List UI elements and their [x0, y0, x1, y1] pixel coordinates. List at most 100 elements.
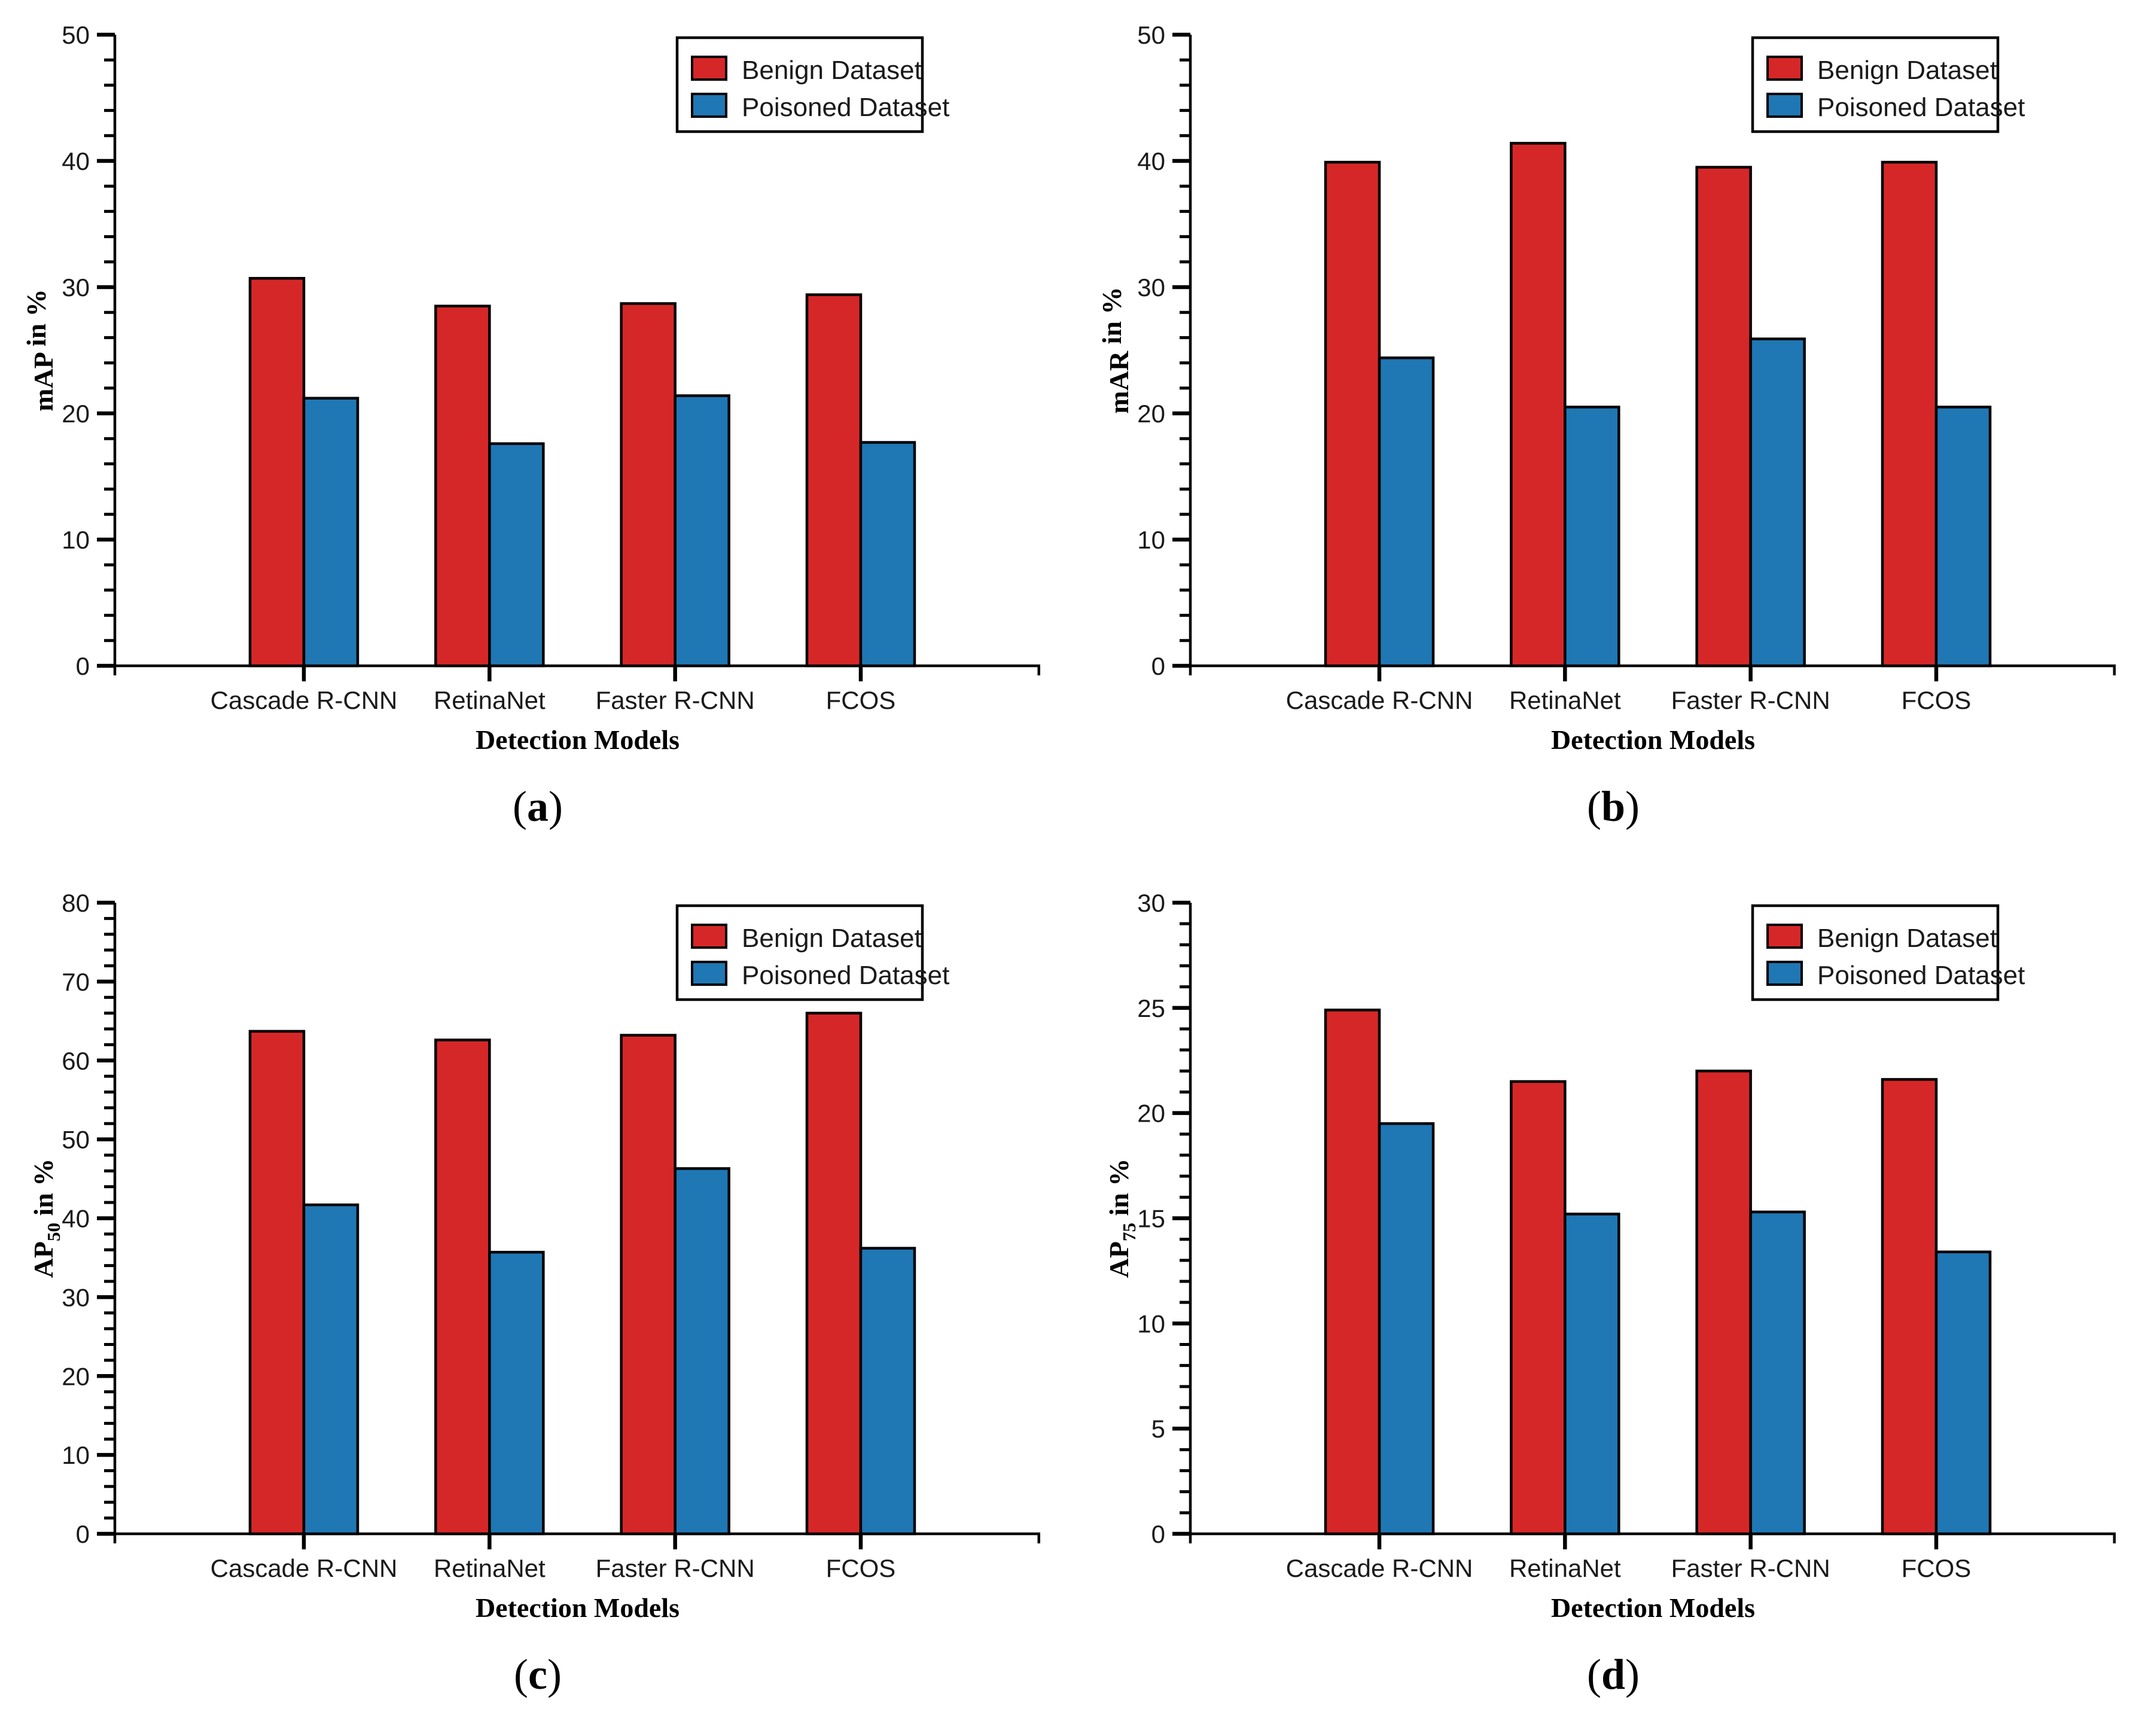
y-axis-title-sub: 75	[1119, 1223, 1140, 1241]
bars	[248, 1012, 916, 1536]
y-tick-label: 30	[62, 273, 90, 301]
y-tick-label: 70	[62, 968, 90, 996]
y-tick-label: 30	[1137, 273, 1165, 301]
y-tick-label: 80	[62, 889, 90, 917]
bar-benign-faster-r-cnn	[620, 302, 677, 668]
bar-benign-retinanet	[434, 304, 491, 668]
caption-open-paren: (	[514, 1650, 528, 1698]
x-tick-label: Faster R-CNN	[1671, 1554, 1830, 1582]
caption-open-paren: (	[1587, 782, 1601, 830]
bar-benign-cascade-r-cnn	[1324, 1009, 1381, 1536]
bar-benign-fcos	[805, 1012, 863, 1536]
y-tick-label: 20	[1137, 400, 1165, 428]
legend-label: Benign Dataset	[1817, 924, 1997, 953]
bar-poisoned-fcos	[1934, 1250, 1992, 1536]
bars	[1324, 142, 1992, 668]
y-axis-title-post: in %	[28, 1159, 59, 1223]
caption-open-paren: (	[1587, 1650, 1601, 1698]
bar-poisoned-cascade-r-cnn	[1378, 356, 1435, 668]
y-tick-label: 40	[1137, 147, 1165, 175]
bars	[248, 276, 916, 668]
caption-close-paren: )	[1625, 1650, 1640, 1698]
x-axis-title: Detection Models	[476, 1592, 680, 1623]
subplot-caption-d: (d)	[1587, 1650, 1640, 1698]
blue-rect-icon	[1766, 93, 1803, 118]
x-tick-label: RetinaNet	[434, 1554, 546, 1582]
y-tick-label: 20	[62, 400, 90, 428]
bar-poisoned-faster-r-cnn	[1749, 337, 1806, 668]
bar-poisoned-faster-r-cnn	[1749, 1210, 1806, 1536]
bar-benign-retinanet	[1510, 142, 1567, 668]
chart-background	[0, 0, 1076, 868]
bar-poisoned-faster-r-cnn	[674, 394, 730, 668]
y-tick-label: 60	[62, 1047, 90, 1075]
x-tick-label: Faster R-CNN	[596, 1554, 755, 1582]
y-tick-label: 30	[1137, 889, 1165, 917]
red-rect-icon	[1766, 924, 1803, 949]
blue-rect-icon	[691, 961, 727, 986]
y-tick-label: 20	[62, 1362, 90, 1390]
legend-label: Poisoned Dataset	[1817, 93, 2025, 122]
red-rect-icon	[691, 924, 727, 949]
x-tick-label: FCOS	[1902, 686, 1972, 714]
y-tick-label: 50	[62, 1126, 90, 1154]
x-tick-label: RetinaNet	[434, 686, 546, 714]
bar-poisoned-faster-r-cnn	[674, 1167, 730, 1536]
legend: Benign Dataset Poisoned Dataset	[675, 904, 949, 1001]
y-tick-label: 5	[1151, 1415, 1165, 1443]
bar-poisoned-cascade-r-cnn	[302, 1203, 359, 1536]
legend-label: Benign Dataset	[1817, 56, 1997, 85]
legend-label: Poisoned Dataset	[1817, 961, 2025, 990]
y-tick-label: 50	[1137, 21, 1165, 49]
red-rect-icon	[1766, 56, 1803, 81]
y-tick-label: 0	[1151, 652, 1165, 680]
x-axis-title: Detection Models	[1551, 1592, 1755, 1623]
bar-benign-fcos	[805, 293, 863, 668]
x-tick-label: Cascade R-CNN	[211, 686, 398, 714]
bar-poisoned-cascade-r-cnn	[1378, 1122, 1435, 1536]
legend: Benign Dataset Poisoned Dataset	[1751, 904, 2025, 1001]
y-tick-label: 10	[1137, 1309, 1165, 1338]
y-tick-label: 25	[1137, 994, 1165, 1022]
red-rect-icon	[691, 56, 727, 81]
x-tick-label: Faster R-CNN	[1671, 686, 1830, 714]
x-tick-label: RetinaNet	[1509, 1554, 1621, 1582]
y-axis-title: AP50 in %	[28, 1159, 64, 1278]
bar-benign-faster-r-cnn	[620, 1034, 677, 1536]
caption-close-paren: )	[547, 1650, 562, 1698]
bar-chart-d: 0 5 10 15 20 25 30 Cascade R-CNN RetinaNet Faster…	[1076, 868, 2151, 1736]
y-axis-title-pre: mAR	[1104, 351, 1134, 414]
bar-benign-faster-r-cnn	[1695, 1070, 1752, 1536]
blue-rect-icon	[1766, 961, 1803, 986]
x-axis-title: Detection Models	[476, 724, 680, 755]
bar-poisoned-cascade-r-cnn	[302, 397, 359, 668]
y-tick-label: 30	[62, 1283, 90, 1311]
subplot-caption-b: (b)	[1587, 782, 1640, 830]
x-tick-label: FCOS	[826, 686, 896, 714]
y-tick-label: 15	[1137, 1205, 1165, 1233]
bar-benign-fcos	[1881, 160, 1938, 668]
bar-benign-cascade-r-cnn	[248, 276, 306, 668]
subplot-caption-c: (c)	[514, 1650, 562, 1698]
y-tick-label: 10	[1137, 526, 1165, 554]
bar-poisoned-fcos	[1934, 406, 1992, 668]
bar-poisoned-retinanet	[1564, 406, 1620, 668]
legend-label: Poisoned Dataset	[742, 93, 949, 122]
x-tick-label: RetinaNet	[1509, 686, 1621, 714]
x-tick-label: Cascade R-CNN	[1286, 1554, 1473, 1582]
bar-benign-fcos	[1881, 1078, 1938, 1536]
x-tick-label: Cascade R-CNN	[211, 1554, 398, 1582]
subplot-a: 0 10 20 30 40 50 Cascade R-CNN RetinaNet Faster …	[0, 0, 1076, 868]
bar-chart-a: 0 10 20 30 40 50 Cascade R-CNN RetinaNet Faster …	[0, 0, 1076, 868]
y-axis-title-post: in %	[21, 289, 51, 353]
y-axis-title-pre: AP	[1104, 1241, 1134, 1278]
y-axis-title-sub: 50	[43, 1223, 64, 1241]
bar-benign-retinanet	[434, 1038, 491, 1536]
y-axis-title: mAR in %	[1096, 287, 1134, 413]
y-tick-label: 20	[1137, 1100, 1165, 1128]
y-tick-label: 10	[62, 1441, 90, 1469]
y-axis-title-pre: mAP	[28, 352, 59, 412]
y-axis-title: mAP in %	[21, 289, 59, 411]
